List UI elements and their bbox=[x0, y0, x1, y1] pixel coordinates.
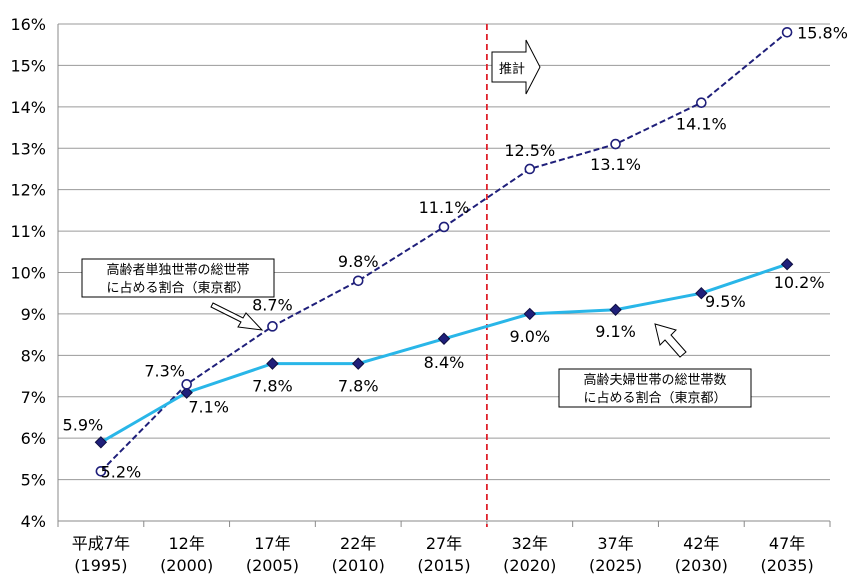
y-tick-label: 11% bbox=[10, 222, 46, 241]
data-label-single: 11.1% bbox=[419, 198, 470, 217]
marker-couple bbox=[352, 357, 365, 370]
data-label-single: 5.2% bbox=[101, 462, 142, 481]
marker-couple bbox=[94, 436, 108, 449]
x-tick-label-year: (1995) bbox=[74, 556, 127, 575]
y-tick-label: 7% bbox=[21, 388, 46, 407]
callout-single-line1: 高齢者単独世帯の総世帯 bbox=[106, 262, 249, 278]
marker-couple bbox=[695, 287, 708, 300]
marker-single bbox=[524, 163, 536, 175]
x-tick-label: 17年 bbox=[254, 534, 290, 553]
x-axis: 平成7年 (1995) 12年 (2000) 17年 (2005) 22年 (2010) 27年… bbox=[57, 520, 831, 575]
data-label-single: 14.1% bbox=[676, 115, 727, 134]
marker-single bbox=[610, 138, 621, 150]
y-tick-label: 8% bbox=[21, 346, 46, 365]
marker-single bbox=[95, 465, 107, 477]
data-label-couple: 9.0% bbox=[509, 327, 550, 346]
y-tick-label: 13% bbox=[10, 139, 46, 158]
marker-single bbox=[352, 275, 364, 287]
marker-single bbox=[438, 221, 450, 233]
data-label-single: 12.5% bbox=[504, 141, 555, 160]
y-tick-label: 16% bbox=[10, 15, 46, 34]
series-layer bbox=[94, 26, 794, 477]
x-tick-label: 22年 bbox=[340, 534, 376, 553]
x-tick-label: 37年 bbox=[597, 534, 633, 553]
callout-couple-arrow bbox=[654, 323, 687, 358]
data-label-couple: 5.9% bbox=[63, 415, 104, 434]
y-tick-label: 5% bbox=[21, 471, 46, 490]
x-tick-label: 平成7年 bbox=[72, 534, 130, 553]
data-label-couple: 10.2% bbox=[774, 273, 825, 292]
x-tick-label-year: (2020) bbox=[503, 556, 556, 575]
x-tick-label-year: (2035) bbox=[761, 556, 814, 575]
data-label-couple: 7.8% bbox=[338, 377, 379, 396]
forecast-arrow bbox=[491, 39, 541, 95]
data-label-couple: 9.5% bbox=[705, 292, 746, 311]
callout-single-arrow bbox=[210, 302, 264, 331]
y-tick-label: 15% bbox=[10, 56, 46, 75]
marker-couple bbox=[523, 307, 536, 321]
x-tick-label-year: (2005) bbox=[246, 556, 299, 575]
callout-single-line2: に占める割合（東京都） bbox=[106, 280, 249, 296]
marker-single bbox=[781, 26, 793, 38]
data-label-single: 8.7% bbox=[252, 295, 293, 314]
x-tick-label-year: (2000) bbox=[160, 556, 213, 575]
callout-couple-line1: 高齢夫婦世帯の総世帯数 bbox=[583, 372, 726, 388]
x-tick-label: 32年 bbox=[512, 534, 548, 553]
marker-couple bbox=[180, 386, 193, 399]
data-label-couple: 7.8% bbox=[252, 377, 293, 396]
data-label-single: 13.1% bbox=[590, 155, 641, 174]
callout-single-box bbox=[81, 258, 275, 298]
x-tick-label: 47年 bbox=[769, 534, 805, 553]
data-label-single: 9.8% bbox=[338, 252, 379, 271]
data-label-couple: 9.1% bbox=[595, 322, 636, 341]
marker-single bbox=[267, 321, 278, 332]
data-label-couple: 8.4% bbox=[424, 353, 465, 372]
x-tick-label-year: (2025) bbox=[589, 556, 642, 575]
marker-single bbox=[696, 97, 707, 108]
callout-couple-box bbox=[558, 368, 752, 408]
data-label-couple: 7.1% bbox=[188, 398, 229, 417]
data-labels: 5.2% 7.3% 8.7% 9.8% 11.1% 12.5% 13.1% 14.1% 15.8… bbox=[63, 23, 848, 481]
marker-couple bbox=[437, 332, 451, 345]
y-tick-label: 6% bbox=[21, 429, 46, 448]
y-tick-label: 12% bbox=[10, 181, 46, 200]
x-tick-label-year: (2015) bbox=[417, 556, 470, 575]
data-label-single: 15.8% bbox=[797, 23, 848, 42]
x-tick-label-year: (2030) bbox=[675, 556, 728, 575]
y-tick-label: 9% bbox=[21, 305, 46, 324]
marker-couple bbox=[266, 357, 279, 370]
y-axis: 4% 5% 6% 7% 8% 9% 10% 11% 12% 13% 14% 15% 16% bbox=[10, 15, 59, 531]
x-tick-label: 12年 bbox=[168, 534, 204, 553]
y-tick-label: 14% bbox=[10, 98, 46, 117]
x-tick-label: 42年 bbox=[683, 534, 719, 553]
y-tick-label: 10% bbox=[10, 264, 46, 283]
callout-couple-line2: に占める割合（東京都） bbox=[583, 390, 726, 406]
y-tick-label: 4% bbox=[21, 512, 46, 531]
x-tick-label-year: (2010) bbox=[332, 556, 385, 575]
forecast-label: 推計 bbox=[499, 61, 525, 77]
annotations: 推計高齢者単独世帯の総世帯に占める割合（東京都）高齢夫婦世帯の総世帯数に占める割… bbox=[81, 39, 752, 408]
x-tick-label: 27年 bbox=[426, 534, 462, 553]
gridlines bbox=[58, 23, 830, 522]
marker-couple bbox=[780, 258, 794, 271]
marker-single bbox=[181, 379, 192, 390]
data-label-single: 7.3% bbox=[144, 361, 185, 380]
marker-couple bbox=[609, 303, 622, 316]
